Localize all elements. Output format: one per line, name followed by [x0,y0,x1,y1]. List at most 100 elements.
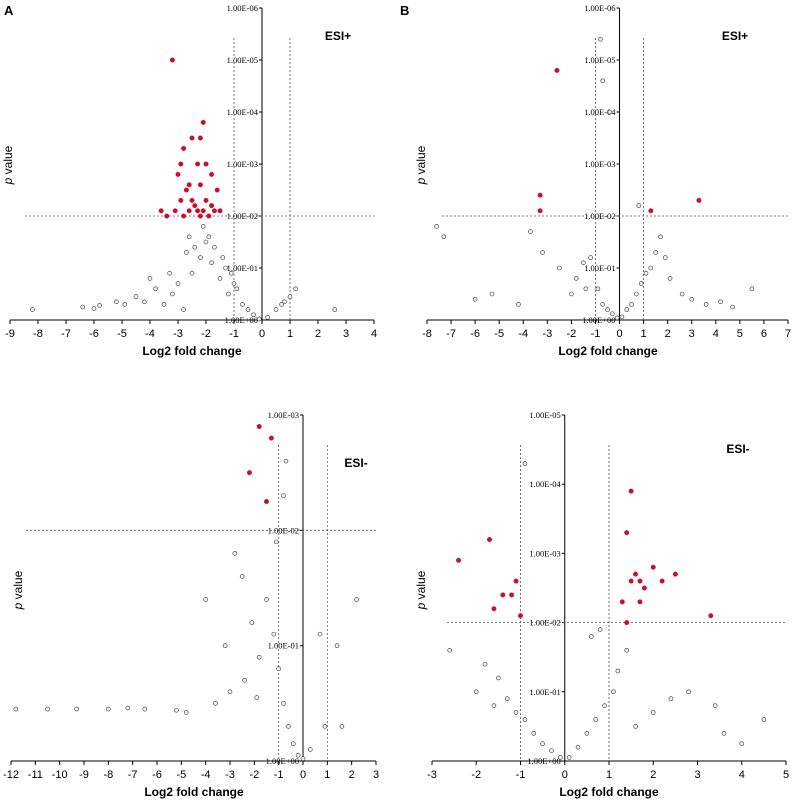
nonsignificant-point [624,647,630,653]
y-axis-title-value: value [11,570,25,599]
y-tick-label: 1.00E+00 [582,315,615,325]
nonsignificant-point [354,597,359,602]
x-tick-label: 6 [761,328,767,340]
nonsignificant-point [232,551,238,556]
nonsignificant-point [271,631,277,637]
x-tick-label: -6 [470,328,480,340]
y-tick-label: 1.00E-01 [584,263,615,273]
nonsignificant-point [256,654,262,660]
nonsignificant-point [513,710,519,715]
x-tick-label: -10 [52,769,68,781]
nonsignificant-point [97,303,102,308]
nonsignificant-point [256,316,262,322]
nonsignificant-point [607,109,613,115]
significant-point [659,578,665,584]
nonsignificant-point [290,741,296,747]
significant-point [209,203,215,209]
nonsignificant-point [189,270,195,276]
significant-point [164,213,170,219]
y-tick-label: 1.00E+00 [225,315,258,325]
nonsignificant-point [549,748,554,753]
volcano-plot-b-esi-neg: -3 -2 -1 0 1 2 3 4 5 1.00E+00 1.00E-01 1.00E-02 1.00… [414,410,789,799]
nonsignificant-point [522,717,528,722]
nonsignificant-point [540,250,545,255]
x-axis-title: Log2 fold change [142,344,242,358]
significant-point [554,67,560,73]
nonsignificant-point [91,306,97,311]
nonsignificant-point [557,265,562,271]
x-tick-label: -6 [152,769,162,781]
significant-point [200,208,206,214]
nonsignificant-point [581,260,586,266]
nonsignificant-point [679,291,685,297]
significant-point [637,599,643,605]
x-tick-label: 2 [665,328,671,340]
nonsignificant-point [249,620,255,625]
x-tick-label: -3 [542,328,552,340]
nonsignificant-point [242,677,247,683]
y-tick-label: 1.00E-05 [227,55,258,65]
nonsignificant-point [668,696,674,702]
nonsignificant-point [279,302,284,307]
nonsignificant-point [251,312,256,318]
nonsignificant-point [588,634,594,639]
nonsignificant-point [45,706,50,712]
y-axis-title-p: p [414,174,428,185]
nonsignificant-point [718,299,723,305]
significant-point [181,145,187,151]
nonsignificant-point [489,291,495,297]
nonsignificant-point [611,689,616,695]
significant-point [209,171,215,177]
x-tick-label: -8 [422,328,432,340]
y-tick-label: 1.00E-06 [227,3,258,13]
nonsignificant-point [624,307,630,312]
significant-point [633,571,639,577]
nonsignificant-point [300,756,306,761]
significant-point [197,135,203,141]
nonsignificant-point [650,710,656,715]
x-tick-label: 5 [783,769,789,781]
x-tick-label: -4 [201,769,211,781]
nonsignificant-point [125,705,131,711]
x-tick-label: -7 [446,328,456,340]
significant-point [650,564,656,570]
x-tick-label: -3 [427,769,437,781]
significant-point [648,208,654,214]
significant-point [172,208,178,214]
nonsignificant-point [203,239,209,245]
x-tick-label: -1 [591,328,601,340]
nonsignificant-point [619,314,625,320]
y-tick-label: 1.00E-04 [227,107,259,117]
x-tick-label: -9 [79,769,89,781]
nonsignificant-point [227,689,233,695]
significant-point [537,208,543,214]
x-tick-label: -1 [516,769,526,781]
y-tick-label: 1.00E-01 [268,641,299,651]
x-tick-label: 4 [371,328,377,340]
significant-point [513,578,519,584]
nonsignificant-point [147,276,153,281]
nonsignificant-point [240,302,245,307]
nonsignificant-point [634,291,639,297]
nonsignificant-point [106,706,111,712]
x-tick-label: -5 [117,328,127,340]
nonsignificant-point [629,302,634,307]
x-tick-label: 3 [689,328,695,340]
nonsignificant-point [276,666,281,672]
nonsignificant-point [441,234,447,240]
x-tick-label: 4 [739,769,745,781]
x-tick-label: -7 [128,769,138,781]
significant-point [197,182,203,188]
significant-point [619,599,625,605]
nonsignificant-point [566,755,572,760]
nonsignificant-point [213,701,218,706]
significant-point [195,208,201,214]
nonsignificant-point [133,294,139,299]
significant-point [158,208,164,214]
nonsignificant-point [175,281,181,286]
nonsignificant-point [600,302,605,307]
nonsignificant-point [595,286,601,292]
x-tick-label: 3 [373,769,379,781]
x-tick-label: -2 [249,769,259,781]
significant-point [189,135,195,141]
